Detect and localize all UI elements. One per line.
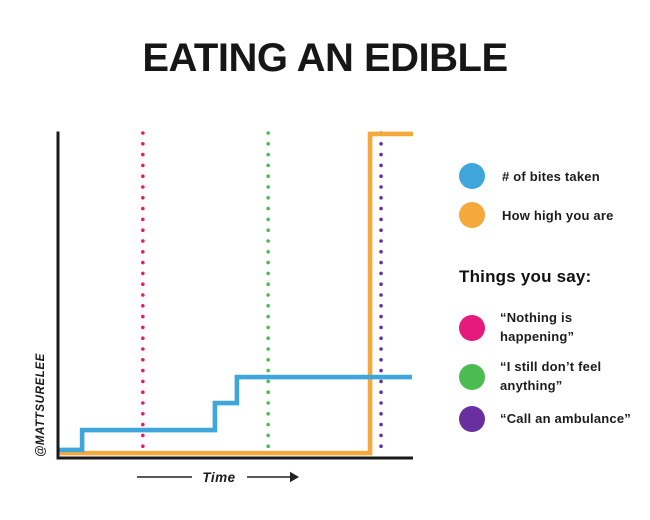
x-axis-label: Time (202, 470, 235, 485)
high-series-label: How high you are (502, 207, 614, 223)
call-ambulance-swatch (459, 406, 485, 433)
series-line-0 (58, 374, 412, 453)
x-axis-label-group: Time (137, 470, 299, 485)
series-lines (58, 131, 413, 456)
axes (56, 131, 413, 460)
high-series-swatch (459, 202, 485, 228)
legend-item-bites: # of bites taken (459, 163, 600, 189)
bites-series-swatch (459, 163, 485, 189)
still-dont-feel-label: “I still don’t feel anything” (500, 358, 602, 393)
nothing-happening-swatch (459, 314, 485, 341)
things-you-say-heading: Things you say: (459, 267, 592, 286)
legend-item-high: How high you are (459, 202, 614, 228)
call-ambulance-label: “Call an ambulance” (500, 410, 631, 426)
annotation-vlines (141, 131, 383, 451)
say-item-call-ambulance: “Call an ambulance” (459, 406, 631, 433)
still-dont-feel-swatch (459, 363, 485, 390)
nothing-happening-label: “Nothing is happening” (500, 310, 575, 344)
page-title: EATING AN EDIBLE (142, 36, 508, 80)
bites-series-label: # of bites taken (502, 168, 600, 184)
legend: # of bites taken How high you are Things… (459, 163, 650, 443)
say-item-still-dont-feel: “I still don’t feel anything” (459, 358, 650, 396)
time-arrow-head (290, 471, 299, 483)
series-line-1 (58, 131, 413, 456)
say-item-nothing-happening: “Nothing is happening” (459, 309, 605, 347)
